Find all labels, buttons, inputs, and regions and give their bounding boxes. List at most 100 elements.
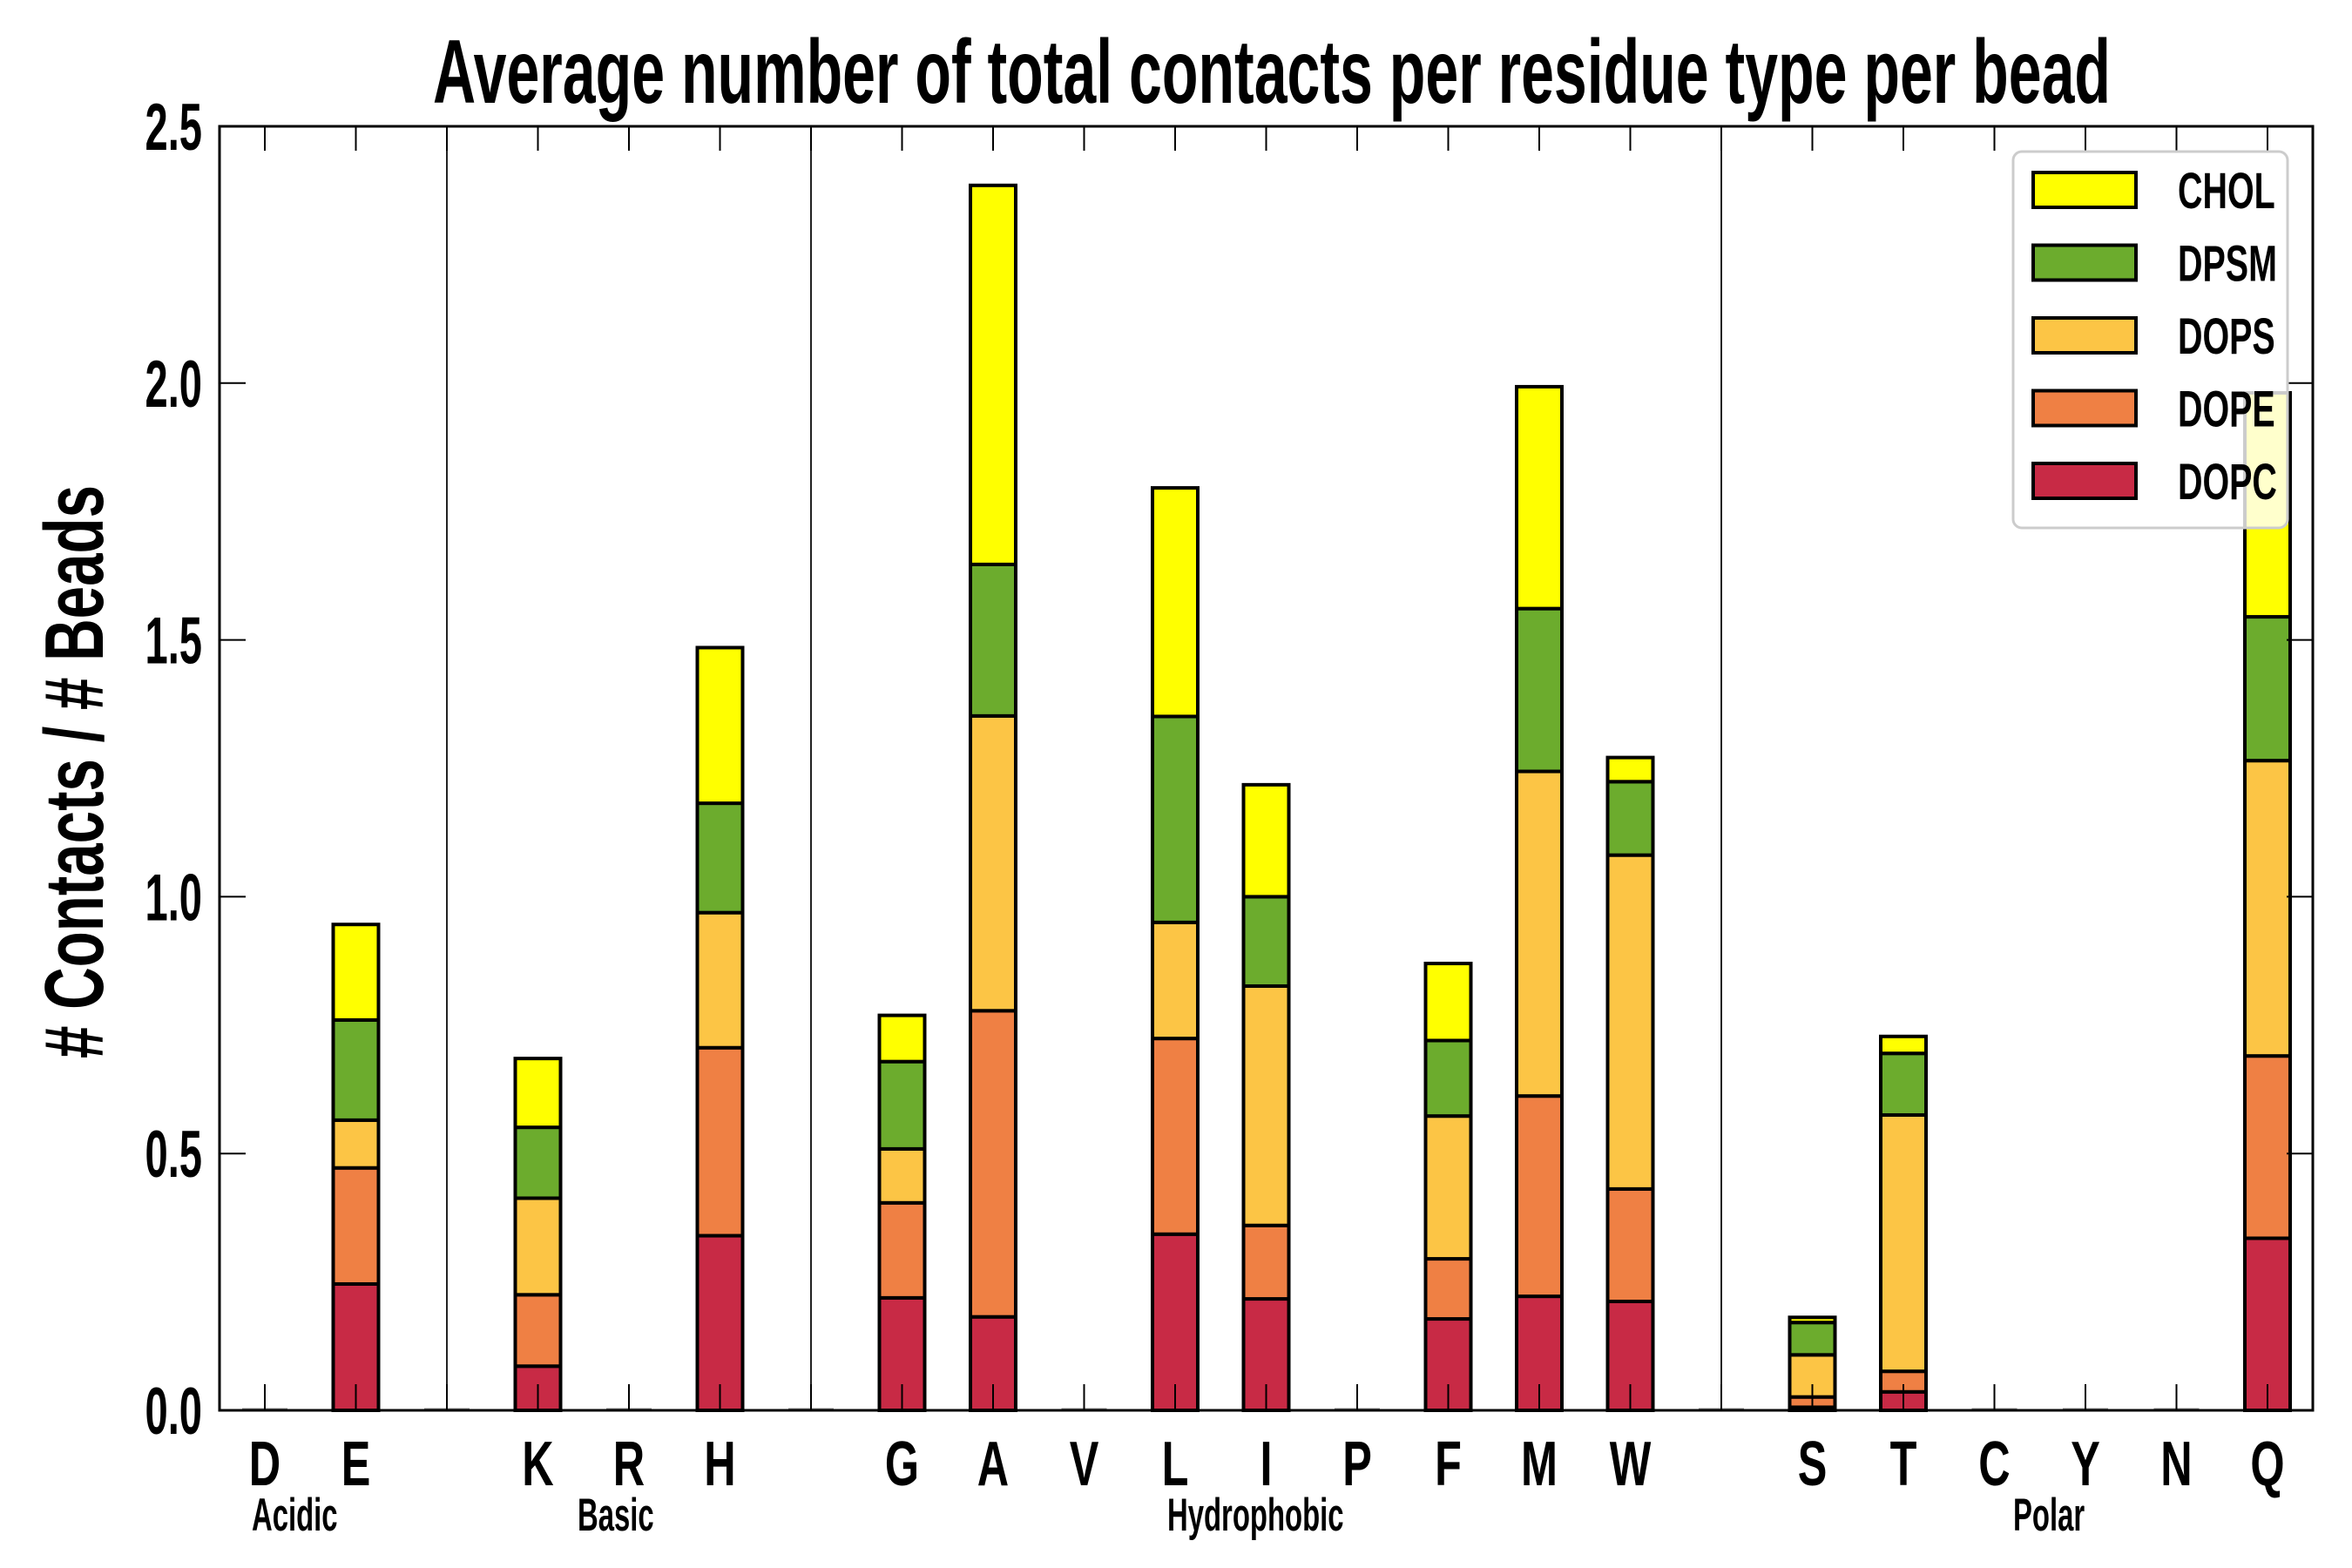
bar-segment-I-CHOL [1241, 782, 1291, 899]
bar-segment-I-DPSM [1241, 895, 1291, 988]
y-tick-label-wrap: 1.5 [145, 605, 202, 678]
bar-segment-G-DOPE [877, 1200, 927, 1300]
bar-stack-E [331, 923, 381, 1412]
bar-stack-Q [2243, 391, 2292, 1413]
bar-segment-M-CHOL [1515, 384, 1564, 611]
bar-segment-G-DPSM [877, 1059, 927, 1151]
bar-segment-K-CHOL [513, 1057, 563, 1130]
bar-segment-T-DOPS [1879, 1112, 1928, 1374]
bar-segment-T-DPSM [1879, 1051, 1928, 1117]
bar-stack-L [1151, 486, 1200, 1413]
x-tick-label: G [885, 1429, 919, 1499]
x-tick-label-wrap: L [1162, 1429, 1189, 1499]
x-tick-label-wrap: V [1070, 1429, 1099, 1499]
x-tick-label: L [1162, 1429, 1189, 1499]
bar-segment-K-DPSM [513, 1125, 563, 1200]
x-tick-label-wrap: D [249, 1429, 280, 1499]
bar-segment-Q-DPSM [2243, 615, 2292, 763]
bar-segment-W-DPSM [1605, 780, 1655, 857]
group-label-basic: Basic [578, 1490, 654, 1541]
bar-segment-F-DOPC [1423, 1317, 1473, 1412]
y-tick-label: 2.5 [145, 91, 202, 165]
x-tick-label-wrap: S [1798, 1429, 1828, 1499]
legend-label-wrap: DOPS [2178, 308, 2275, 364]
y-axis-label-group: # Contacts / # Beads [28, 485, 121, 1058]
group-labels: Acidic Basic Hydrophobic Polar [252, 1490, 2085, 1541]
y-tick-label-wrap: 0.5 [145, 1119, 202, 1192]
bar-segment-H-DOPE [695, 1045, 745, 1238]
y-tick-label-wrap: 0.0 [145, 1375, 202, 1449]
y-tick-label: 1.5 [145, 605, 202, 678]
plot-frame [218, 125, 2315, 1412]
chart-title-group: Average number of total contacts per res… [433, 22, 2111, 123]
bar-segment-F-DOPE [1423, 1257, 1473, 1321]
bar-segment-E-DPSM [331, 1017, 381, 1122]
x-tick-label: N [2160, 1429, 2192, 1499]
legend-label: DOPC [2178, 453, 2277, 510]
y-tick-labels: 0.0 0.5 1.0 1.5 2.0 2.5 [145, 91, 202, 1449]
bar-segment-F-DOPS [1423, 1114, 1473, 1261]
x-tick-label: T [1890, 1429, 1917, 1499]
x-tick-label-wrap: K [522, 1429, 553, 1499]
bar-segment-S-DPSM [1788, 1321, 1837, 1357]
y-tick-label: 0.0 [145, 1375, 202, 1449]
legend-label: DOPS [2178, 308, 2275, 364]
group-label-acidic: Acidic [252, 1490, 338, 1541]
y-tick-label: 0.5 [145, 1119, 202, 1192]
bar-segment-W-DOPE [1605, 1186, 1655, 1304]
bar-segment-A-DPSM [969, 562, 1017, 718]
x-tick-label: K [522, 1429, 553, 1499]
y-tick-label: 2.0 [145, 348, 202, 421]
bar-segment-W-CHOL [1605, 755, 1655, 784]
y-tick-label-wrap: 1.0 [145, 862, 202, 935]
y-tick-label: 1.0 [145, 862, 202, 935]
x-tick-label: W [1610, 1429, 1652, 1499]
x-tick-label-wrap: I [1260, 1429, 1272, 1499]
bar-segment-Q-DOPS [2243, 759, 2292, 1058]
x-tick-label-wrap: W [1610, 1429, 1652, 1499]
bar-stack-F [1423, 962, 1473, 1412]
x-tick-label-wrap: T [1890, 1429, 1917, 1499]
x-tick-label-wrap: E [341, 1429, 371, 1499]
x-tick-label: I [1260, 1429, 1272, 1499]
group-label-hydrophobic: Hydrophobic [1167, 1490, 1344, 1541]
group-label-polar: Polar [2013, 1490, 2085, 1541]
x-tick-label: R [613, 1429, 645, 1499]
bar-segment-I-DOPE [1241, 1223, 1291, 1301]
x-tick-label-wrap: M [1521, 1429, 1558, 1499]
bar-segment-L-DOPC [1151, 1232, 1200, 1413]
x-tick-label-wrap: P [1342, 1429, 1372, 1499]
x-tick-label: F [1435, 1429, 1462, 1499]
x-tick-label: C [1978, 1429, 2010, 1499]
y-axis-label: # Contacts / # Beads [28, 485, 121, 1058]
x-tick-label: P [1342, 1429, 1372, 1499]
bar-stack-A [969, 183, 1017, 1412]
y-tick-label-wrap: 2.0 [145, 348, 202, 421]
legend-label-wrap: DOPE [2178, 381, 2275, 437]
x-tick-label-wrap: N [2160, 1429, 2192, 1499]
x-tick-label: D [249, 1429, 280, 1499]
x-tick-label: E [341, 1429, 371, 1499]
bar-segment-K-DOPS [513, 1196, 563, 1297]
bar-segment-K-DOPE [513, 1293, 563, 1369]
chart-title: Average number of total contacts per res… [433, 22, 2111, 123]
bar-segment-Q-DOPE [2243, 1054, 2292, 1240]
bar-segment-W-DOPS [1605, 853, 1655, 1191]
x-tick-label: A [977, 1429, 1009, 1499]
bar-segment-E-CHOL [331, 923, 381, 1022]
bar-segment-G-DOPS [877, 1146, 927, 1205]
bar-segment-A-DOPS [969, 713, 1017, 1013]
legend-label: DPSM [2178, 235, 2277, 292]
x-tick-label: Y [2071, 1429, 2100, 1499]
legend-item-dope: DOPE [2031, 381, 2275, 437]
legend-label: CHOL [2178, 162, 2275, 219]
bar-segment-H-CHOL [695, 645, 745, 806]
legend-swatch [2031, 243, 2138, 282]
legend: CHOL DPSM DOPS DOPE DOPC [2011, 150, 2289, 530]
legend-item-dops: DOPS [2031, 308, 2275, 365]
axis-ticks [220, 125, 2313, 1411]
legend-item-chol: CHOL [2031, 162, 2275, 220]
bar-segment-F-CHOL [1423, 962, 1473, 1043]
group-dividers [446, 126, 1722, 1410]
x-tick-label: S [1798, 1429, 1828, 1499]
